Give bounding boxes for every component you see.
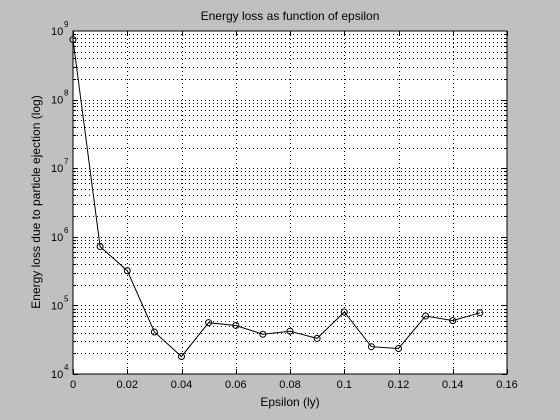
- y-tick-exponent: 8: [64, 89, 69, 98]
- axis-ticks: [73, 31, 508, 375]
- y-axis-label: Energy loss due to particle ejection (lo…: [29, 95, 43, 308]
- y-tick-exponent: 5: [64, 294, 69, 303]
- chart-title: Energy loss as function of epsilon: [201, 9, 380, 23]
- x-tick-label: 0.1: [337, 379, 352, 391]
- data-point: [96, 243, 104, 251]
- x-tick-label: 0.06: [225, 379, 246, 391]
- x-axis-label: Epsilon (ly): [260, 395, 319, 409]
- data-point: [422, 312, 430, 320]
- x-tick-labels: 0 0.02 0.04 0.06 0.08 0.1 0.12 0.14 0.16: [70, 379, 518, 391]
- y-tick-exponent: 9: [64, 20, 69, 29]
- data-point: [340, 308, 348, 316]
- x-tick-label: 0.02: [117, 379, 138, 391]
- data-point: [150, 328, 158, 336]
- series-line: [72, 39, 481, 358]
- data-point: [232, 321, 240, 329]
- data-series: [69, 36, 484, 360]
- x-tick-label: 0.08: [279, 379, 300, 391]
- y-tick-base: 10: [51, 232, 63, 244]
- x-tick-label: 0.16: [496, 379, 517, 391]
- data-point: [395, 345, 402, 353]
- data-point: [259, 330, 267, 338]
- y-tick-exponent: 6: [64, 226, 69, 235]
- y-tick-base: 10: [51, 95, 63, 107]
- x-tick-label: 0: [70, 379, 76, 391]
- data-point: [449, 317, 457, 325]
- y-tick-base: 10: [51, 300, 63, 312]
- data-point: [178, 352, 185, 360]
- x-tick-label: 0.12: [388, 379, 409, 391]
- x-tick-label: 0.04: [171, 379, 192, 391]
- y-tick-base: 10: [51, 26, 63, 38]
- data-point: [367, 343, 375, 351]
- data-point: [205, 319, 213, 327]
- data-point: [123, 267, 131, 275]
- y-tick-exponent: 4: [64, 363, 69, 372]
- y-tick-base: 10: [51, 163, 63, 175]
- plot-area: [73, 31, 507, 374]
- data-point: [313, 334, 321, 342]
- x-tick-label: 0.14: [442, 379, 463, 391]
- data-point: [476, 309, 484, 317]
- data-point: [69, 36, 77, 44]
- y-tick-base: 10: [51, 369, 63, 381]
- data-point: [286, 327, 294, 335]
- y-tick-exponent: 7: [64, 157, 69, 166]
- grid-lines: [73, 31, 507, 374]
